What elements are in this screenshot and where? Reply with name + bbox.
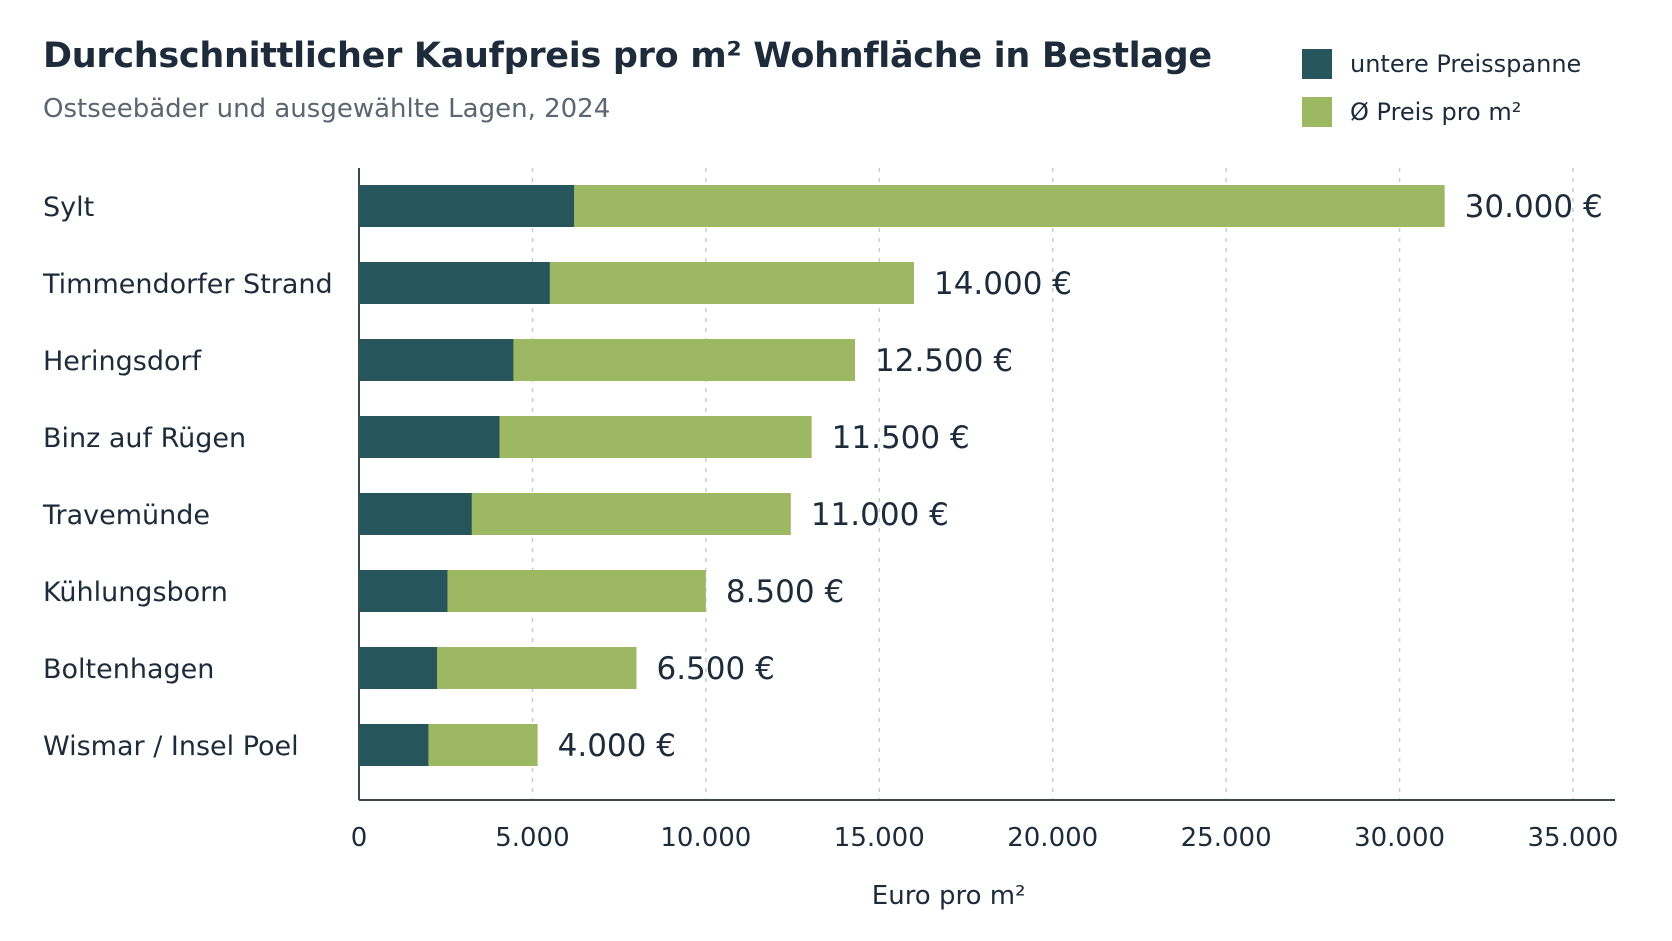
data-label: 6.500 € (656, 651, 774, 687)
data-label: 30.000 € (1465, 189, 1603, 225)
x-tick-label: 30.000 (1354, 823, 1445, 853)
legend-item-lower-range: untere Preisspanne (1302, 48, 1581, 80)
bar-lower-range (359, 416, 500, 458)
legend-item-average-price: Ø Preis pro m² (1302, 96, 1581, 128)
bar-lower-range (359, 339, 514, 381)
chart-subtitle: Ostseebäder und ausgewählte Lagen, 2024 (43, 94, 611, 124)
bar-lower-range (359, 262, 550, 304)
legend-label-average-price: Ø Preis pro m² (1350, 98, 1522, 126)
x-tick-label: 20.000 (1007, 823, 1098, 853)
data-label: 12.500 € (875, 343, 1013, 379)
legend-swatch-lower-range (1302, 49, 1332, 79)
data-label: 11.500 € (832, 420, 970, 456)
category-label: Kühlungsborn (43, 577, 228, 608)
data-label: 14.000 € (934, 266, 1072, 302)
bar-lower-range (359, 570, 448, 612)
category-label: Travemünde (42, 500, 210, 531)
category-label: Heringsdorf (43, 346, 203, 377)
legend: untere Preisspanne Ø Preis pro m² (1302, 48, 1581, 144)
x-tick-label: 0 (351, 823, 368, 853)
x-tick-label: 10.000 (660, 823, 751, 853)
x-axis-title: Euro pro m² (872, 881, 1026, 911)
bar-lower-range (359, 185, 575, 227)
category-label: Timmendorfer Strand (42, 269, 333, 300)
data-label: 11.000 € (811, 497, 949, 533)
legend-label-lower-range: untere Preisspanne (1350, 50, 1582, 78)
x-tick-label: 25.000 (1181, 823, 1272, 853)
x-tick-label: 5.000 (495, 823, 569, 853)
chart-title: Durchschnittlicher Kaufpreis pro m² Wohn… (43, 36, 1212, 76)
x-tick-label: 35.000 (1528, 823, 1619, 853)
category-label: Binz auf Rügen (43, 423, 246, 454)
bar-lower-range (359, 724, 429, 766)
category-label: Wismar / Insel Poel (43, 731, 299, 762)
category-label: Sylt (43, 192, 94, 223)
x-tick-label: 15.000 (834, 823, 925, 853)
category-label: Boltenhagen (43, 654, 214, 685)
bar-lower-range (359, 493, 472, 535)
bar-lower-range (359, 647, 438, 689)
data-label: 4.000 € (558, 728, 676, 764)
legend-swatch-average-price (1302, 97, 1332, 127)
data-label: 8.500 € (726, 574, 844, 610)
